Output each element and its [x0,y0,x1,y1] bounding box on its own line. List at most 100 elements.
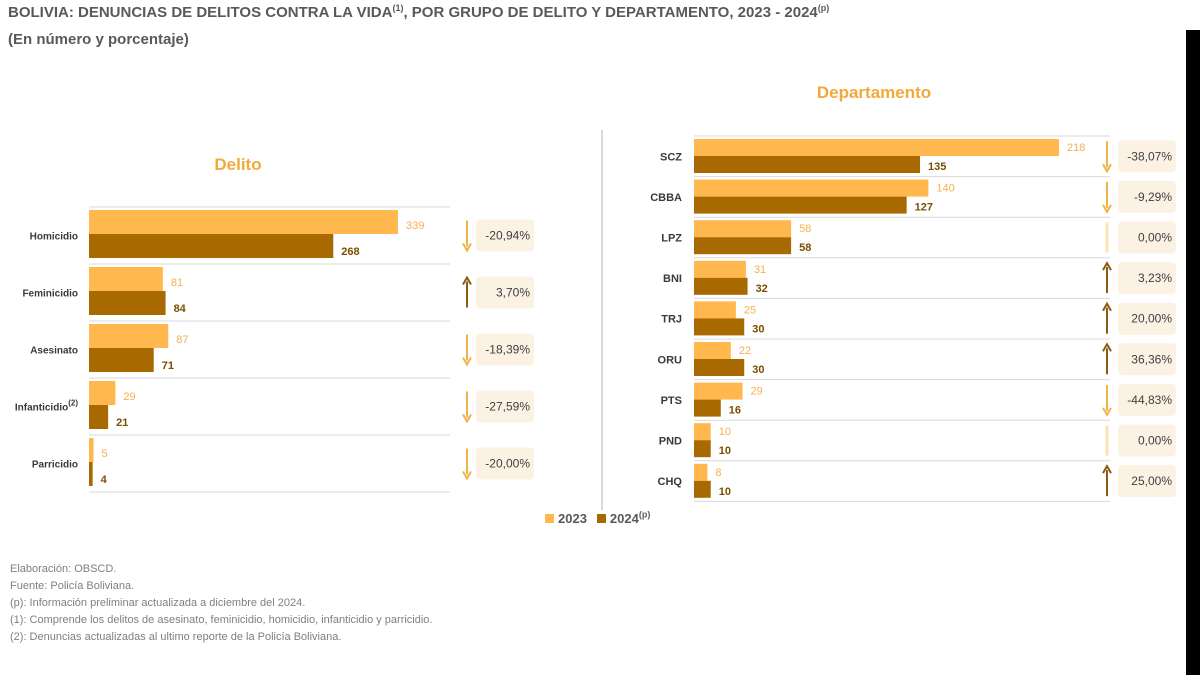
bar-2023 [89,210,398,234]
category-label: CHQ [658,476,683,488]
bar-2024 [694,359,745,376]
trend-arrow-icon [462,220,472,253]
category-label: PND [659,436,682,448]
category-label: ORU [658,354,683,366]
data-label-2023: 218 [1067,142,1085,154]
category-label: Feminicidio [22,289,78,300]
change-value: 36,36% [1131,352,1172,366]
title-sup-p: (p) [817,3,830,13]
data-label-2023: 10 [719,426,731,438]
data-label-2024: 58 [799,242,811,254]
change-value: -18,39% [485,343,530,357]
change-badge [1118,465,1176,498]
title-sup-1: (1) [392,3,404,13]
change-badge [1118,424,1176,457]
category-label: LPZ [661,233,682,245]
data-label-2023: 87 [176,334,188,346]
data-label-2023: 339 [406,220,424,232]
note-line: Fuente: Policía Boliviana. [10,580,135,592]
legend-item-2024: 2024(p) [596,509,651,526]
panel-title: Delito [214,155,261,174]
change-value: 0,00% [1138,434,1172,448]
category-label: Homicidio [30,232,78,243]
bar-2023 [694,220,792,238]
change-badge [1118,221,1176,254]
data-label-2023: 22 [739,345,751,357]
trend-arrow-icon [1102,301,1112,334]
data-label-2023: 58 [799,223,811,235]
note-line: (p): Información preliminar actualizada … [10,597,306,609]
trend-arrow-icon [462,334,472,367]
data-label-2024: 71 [162,360,174,372]
change-value: -27,59% [485,400,530,414]
change-value: -20,00% [485,457,530,471]
data-label-2023: 29 [751,386,763,398]
bar-2023 [89,267,163,291]
category-label: TRJ [661,314,682,326]
bar-2023 [694,260,746,278]
trend-arrow-icon [1102,261,1112,294]
data-label-2024: 127 [915,202,933,214]
trend-arrow-icon [1102,384,1112,417]
bar-2024 [89,462,93,486]
bar-2023 [694,139,1059,156]
bar-2023 [694,179,929,197]
data-label-2024: 30 [752,364,764,376]
bar-2024 [89,291,166,315]
data-label-2024: 10 [719,486,731,498]
legend-label-2024-sup: (p) [638,509,651,520]
category-label: Asesinato [30,346,78,357]
data-label-2023: 31 [754,264,766,276]
legend: 2023 2024(p) [545,509,651,526]
bar-2023 [89,381,116,405]
bar-2024 [89,234,334,258]
data-label-2024: 10 [719,445,731,457]
chart-title: BOLIVIA: DENUNCIAS DE DELITOS CONTRA LA … [8,3,830,22]
legend-swatch-2024 [596,514,606,523]
legend-item-2023: 2023 [545,511,587,526]
change-value: -44,83% [1127,393,1172,407]
bar-2024 [694,440,711,458]
bar-2023 [694,342,731,359]
change-badge [476,333,534,366]
trend-arrow-icon [462,391,472,424]
data-label-2023: 25 [744,304,756,316]
change-value: 3,70% [496,286,530,300]
change-badge [1118,262,1176,295]
trend-arrow-icon [1102,181,1112,214]
bar-2023 [694,423,711,441]
category-label: PTS [661,395,682,407]
trend-arrow-icon [1102,342,1112,375]
trend-arrow-icon [462,275,472,308]
data-label-2024: 16 [729,405,741,417]
change-value: 20,00% [1131,312,1172,326]
title-main: BOLIVIA: DENUNCIAS DE DELITOS CONTRA LA … [8,4,393,21]
chart-subtitle: (En número y porcentaje) [8,31,189,48]
bar-2024 [694,237,792,255]
change-value: 25,00% [1131,474,1172,488]
bar-2023 [89,438,94,462]
bar-2024 [694,277,748,295]
change-badge [1118,302,1176,335]
bar-2024 [89,405,109,429]
category-label: CBBA [650,192,682,204]
bar-2024 [694,156,921,173]
category-label: BNI [663,273,682,285]
bar-2024 [694,196,907,214]
footnotes: Elaboración: OBSCD. Fuente: Policía Boli… [10,561,432,646]
right-edge-bar [1186,30,1200,675]
data-label-2024: 135 [928,161,946,173]
change-badge [1118,383,1176,416]
legend-swatch-2023 [545,514,554,523]
change-badge [476,276,534,309]
data-label-2023: 29 [123,391,135,403]
change-badge [1118,343,1176,376]
category-label: Infanticidio(2) [15,399,78,414]
category-label-sup: (2) [68,399,78,408]
data-label-2023: 81 [171,277,183,289]
data-label-2023: 140 [936,183,954,195]
category-label: Parricidio [32,460,78,471]
change-badge [476,390,534,423]
bar-2023 [694,382,743,400]
